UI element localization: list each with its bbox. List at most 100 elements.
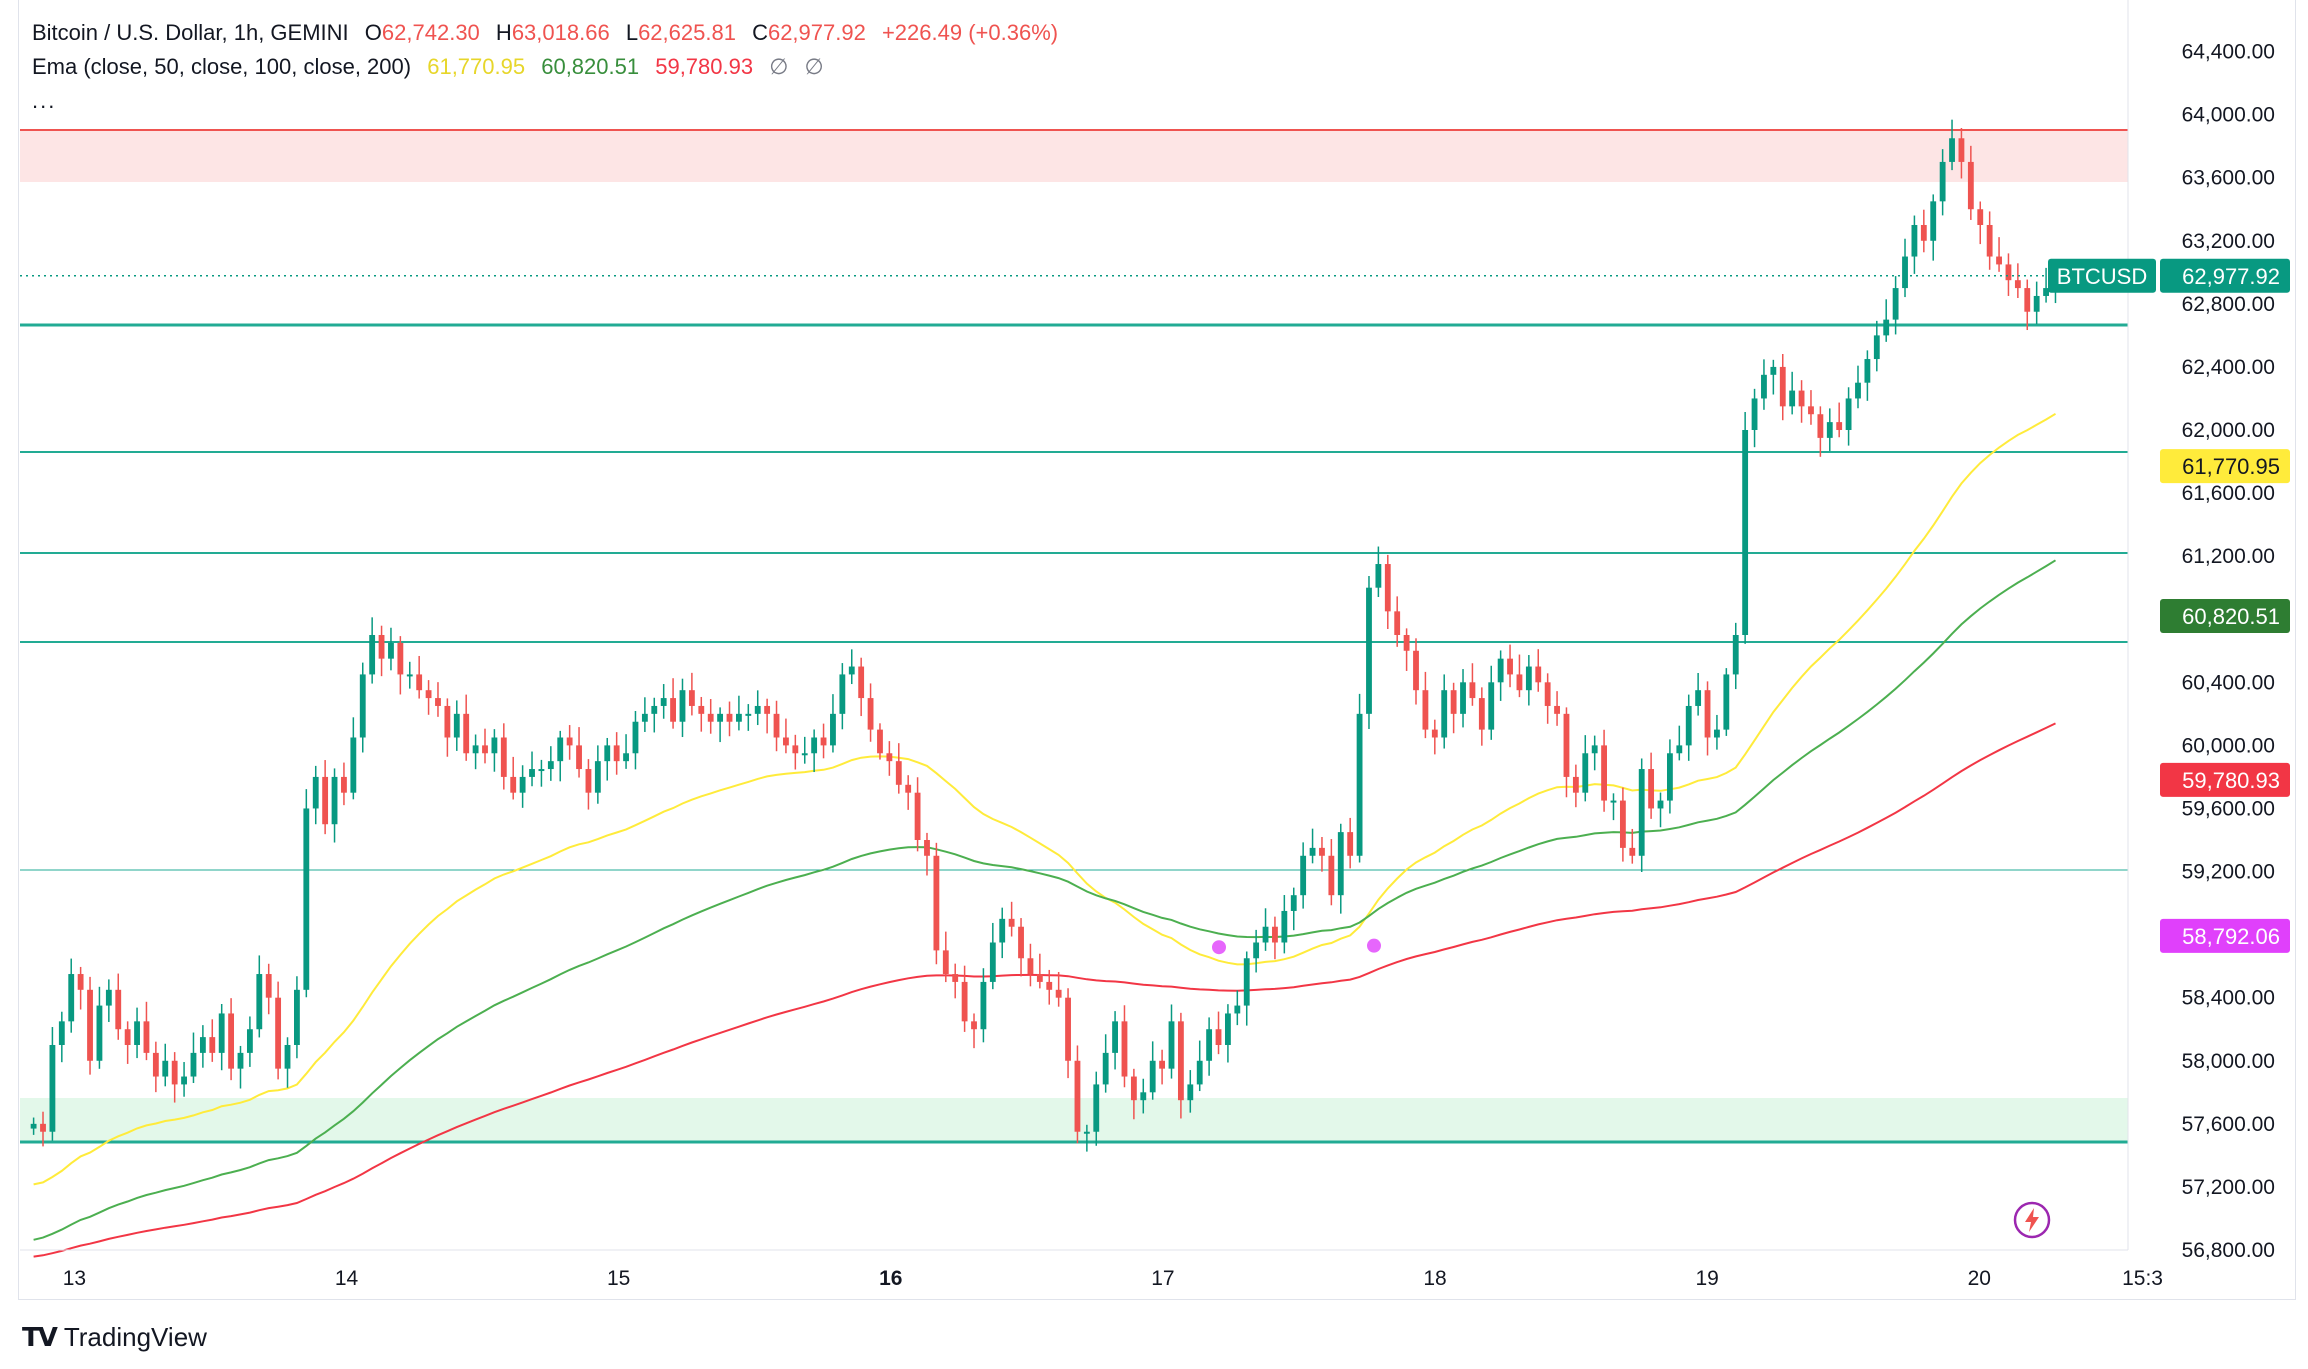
high-value: H63,018.66 bbox=[495, 20, 610, 45]
candle-body bbox=[1478, 698, 1485, 730]
candle-body bbox=[1356, 713, 1363, 856]
candle-body bbox=[1695, 690, 1702, 706]
candle-body bbox=[453, 713, 460, 738]
candle-body bbox=[30, 1123, 37, 1129]
ema100-line bbox=[33, 559, 2057, 1241]
candle-body bbox=[1036, 974, 1043, 982]
candle-body bbox=[1723, 674, 1730, 730]
candle-body bbox=[1619, 800, 1626, 848]
candle-body bbox=[1469, 682, 1476, 699]
candle-body bbox=[623, 753, 629, 762]
candle-body bbox=[529, 769, 535, 777]
candle-body bbox=[942, 950, 949, 975]
candle-body bbox=[1826, 422, 1833, 438]
candle-body bbox=[1130, 1076, 1137, 1101]
candle-body bbox=[792, 745, 799, 754]
candle-body bbox=[246, 1029, 253, 1053]
candle-body bbox=[500, 737, 507, 777]
candle-body bbox=[670, 698, 676, 722]
candle-body bbox=[1366, 587, 1372, 714]
candle-body bbox=[773, 713, 780, 738]
time-tick-label: 18 bbox=[1423, 1267, 1446, 1290]
candle-body bbox=[143, 1021, 150, 1053]
candle-body bbox=[877, 729, 883, 754]
candle-body bbox=[1967, 161, 1974, 210]
chart-frame bbox=[18, 0, 2296, 1300]
candle-body bbox=[1591, 745, 1598, 754]
candle-body bbox=[2024, 288, 2031, 312]
candle-body bbox=[1638, 769, 1645, 856]
open-value: O62,742.30 bbox=[364, 20, 480, 45]
time-tick-label: 20 bbox=[1968, 1267, 1991, 1290]
candle-body bbox=[1083, 1131, 1090, 1134]
candle-body bbox=[1742, 430, 1749, 635]
price-tick-label: 62,000.00 bbox=[2182, 419, 2275, 442]
candle-body bbox=[1375, 564, 1382, 588]
ema100-tag-bg bbox=[2160, 598, 2290, 633]
candle-body bbox=[87, 989, 93, 1061]
candle-body bbox=[359, 674, 366, 738]
price-tick-label: 60,000.00 bbox=[2182, 734, 2275, 757]
candle-body bbox=[924, 840, 930, 856]
candle-body bbox=[68, 974, 75, 1022]
candle-body bbox=[1883, 319, 1890, 336]
more-indicators-button[interactable]: ... bbox=[32, 88, 57, 113]
price-tick-label: 56,800.00 bbox=[2182, 1239, 2275, 1262]
candle-body bbox=[40, 1123, 46, 1132]
candle-body bbox=[1394, 611, 1401, 635]
candle-body bbox=[1657, 800, 1664, 809]
lightning-icon[interactable] bbox=[2012, 1200, 2052, 1240]
candle-body bbox=[463, 713, 470, 754]
time-tick-label: 17 bbox=[1151, 1267, 1174, 1290]
candle-body bbox=[171, 1060, 178, 1085]
candle-body bbox=[783, 737, 789, 746]
candle-body bbox=[1977, 209, 1984, 225]
candle-body bbox=[1676, 745, 1683, 754]
price-tick-label: 57,200.00 bbox=[2182, 1176, 2275, 1199]
candle-body bbox=[303, 808, 310, 990]
candle-body bbox=[124, 1029, 131, 1045]
candle-body bbox=[181, 1076, 187, 1085]
candle-body bbox=[312, 776, 319, 809]
candle-body bbox=[2043, 288, 2049, 296]
candle-body bbox=[980, 981, 987, 1030]
ema-cross-marker bbox=[1367, 938, 1381, 953]
marker-price-tag-bg bbox=[2160, 918, 2290, 953]
ema-legend[interactable]: Ema (close, 50, close, 100, close, 200) … bbox=[32, 54, 834, 80]
candle-body bbox=[237, 1052, 244, 1069]
tradingview-name: TradingView bbox=[63, 1322, 207, 1352]
candle-body bbox=[1949, 138, 1955, 162]
price-tick-label: 58,400.00 bbox=[2182, 987, 2275, 1010]
price-tick-label: 64,400.00 bbox=[2182, 41, 2275, 64]
candle-body bbox=[1582, 753, 1589, 793]
last-price-tag-bg bbox=[2160, 258, 2290, 293]
candle-body bbox=[218, 1013, 225, 1053]
candle-body bbox=[952, 974, 959, 982]
candle-body bbox=[547, 761, 554, 770]
candle-body bbox=[1939, 161, 1946, 202]
candle-body bbox=[1234, 1005, 1241, 1014]
candle-body bbox=[1112, 1021, 1118, 1053]
candle-body bbox=[858, 666, 865, 699]
price-tick-label: 57,600.00 bbox=[2182, 1113, 2275, 1136]
price-tick-label: 59,200.00 bbox=[2182, 861, 2275, 884]
candle-body bbox=[369, 635, 376, 675]
candle-body bbox=[1817, 414, 1824, 438]
candle-body bbox=[1243, 958, 1250, 1006]
candle-body bbox=[1544, 682, 1551, 706]
candle-body bbox=[519, 776, 526, 793]
price-tick-label: 63,200.00 bbox=[2182, 230, 2275, 253]
candle-body bbox=[1920, 225, 1927, 241]
candle-body bbox=[1845, 398, 1852, 430]
candle-body bbox=[1732, 635, 1739, 675]
last-price-tag: 62,977.92 bbox=[2182, 264, 2280, 289]
tradingview-branding[interactable]: 𝗧𝗩 TradingView bbox=[22, 1322, 207, 1353]
price-tick-label: 62,400.00 bbox=[2182, 356, 2275, 379]
candle-body bbox=[388, 642, 394, 659]
candle-body bbox=[613, 745, 620, 762]
symbol-tag-bg bbox=[2048, 258, 2156, 293]
candle-body bbox=[1187, 1084, 1194, 1101]
candle-body bbox=[679, 690, 686, 722]
empty-value-2: ∅ bbox=[804, 54, 824, 79]
